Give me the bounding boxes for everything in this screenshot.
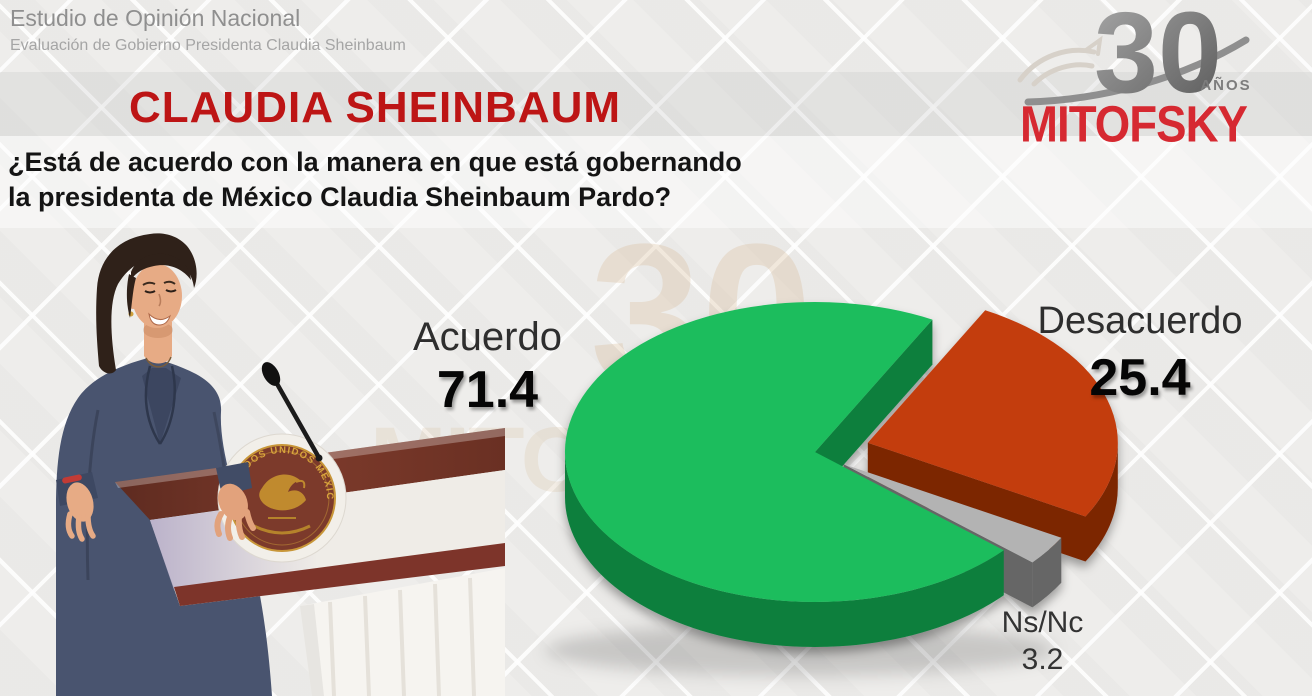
question-line-1: ¿Está de acuerdo con la manera en que es… — [8, 147, 742, 177]
ear — [128, 291, 138, 309]
pie-rim-desacuerdo — [1085, 442, 1118, 562]
pie-slice-ns-nc — [843, 464, 1062, 563]
podium: ESTADOS UNIDOS MEXICANOS — [0, 230, 505, 696]
microphone-icon — [261, 362, 323, 462]
title-band — [0, 72, 1312, 136]
gesturing-hand — [214, 462, 256, 541]
podium-top-slab — [115, 428, 505, 520]
red-bracelet — [62, 474, 82, 484]
study-title: Estudio de Opinión Nacional — [10, 5, 301, 31]
pie-cut-acuerdo — [815, 319, 933, 497]
mexico-seal: ESTADOS UNIDOS MEXICANOS — [0, 230, 347, 563]
eyes — [144, 289, 177, 294]
podium-column — [300, 568, 505, 696]
study-subtitle: Evaluación de Gobierno Presidenta Claudi… — [10, 37, 406, 54]
pie-rim-ns-nc — [1032, 537, 1062, 608]
slice-value-nsnc: 3.2 — [1021, 643, 1064, 676]
watermark-brand: MITOFSKY — [370, 409, 830, 511]
photo-claudia-sheinbaum: ESTADOS UNIDOS MEXICANOS — [0, 230, 505, 696]
left-hand — [56, 472, 98, 542]
podium-front — [150, 470, 505, 606]
person-body — [56, 358, 272, 696]
anniversary-label: AÑOS — [1200, 76, 1251, 94]
slice-value-acuerdo: 71.4 — [436, 361, 539, 419]
bird-sketch-icon — [1017, 35, 1103, 87]
hair-back — [96, 233, 197, 374]
slice-label-nsnc: Ns/Nc — [1001, 606, 1084, 639]
nose — [158, 293, 162, 307]
lapels — [144, 365, 176, 445]
anniversary-number: 30 — [1094, 0, 1222, 117]
pie-slice-acuerdo — [564, 302, 1004, 603]
pie-rim-acuerdo — [565, 452, 1004, 647]
person-head — [96, 233, 197, 374]
page-title: CLAUDIA SHEINBAUM — [128, 83, 622, 132]
face — [132, 264, 182, 328]
slice-label-acuerdo: Acuerdo — [413, 315, 562, 359]
hair-front — [131, 253, 191, 280]
eagle-emblem — [259, 474, 306, 511]
earring — [128, 311, 134, 317]
question-line-2: la presidenta de México Claudia Sheinbau… — [8, 182, 672, 212]
neck — [144, 322, 172, 364]
smile — [148, 312, 171, 326]
swoosh-icon — [1024, 36, 1250, 106]
question-band — [0, 136, 1312, 228]
slice-value-desacuerdo: 25.4 — [1089, 349, 1191, 407]
slice-label-desacuerdo: Desacuerdo — [1037, 300, 1243, 342]
watermark-30: 30 — [590, 203, 813, 426]
brows — [142, 280, 176, 286]
seal-text: ESTADOS UNIDOS MEXICANOS — [0, 230, 334, 501]
necklace — [145, 356, 172, 368]
mitofsky-30-logo: 30 AÑOS — [1017, 0, 1251, 117]
pie-cut-desacuerdo — [867, 442, 1086, 562]
brand-logo: MITOFSKY — [1020, 95, 1248, 153]
inner-top — [142, 368, 181, 444]
pie-cut-ns-nc — [843, 464, 1033, 608]
svg-text:ESTADOS UNIDOS MEXICANOS: ESTADOS UNIDOS MEXICANOS — [0, 230, 335, 501]
podium-red-band — [174, 543, 505, 606]
